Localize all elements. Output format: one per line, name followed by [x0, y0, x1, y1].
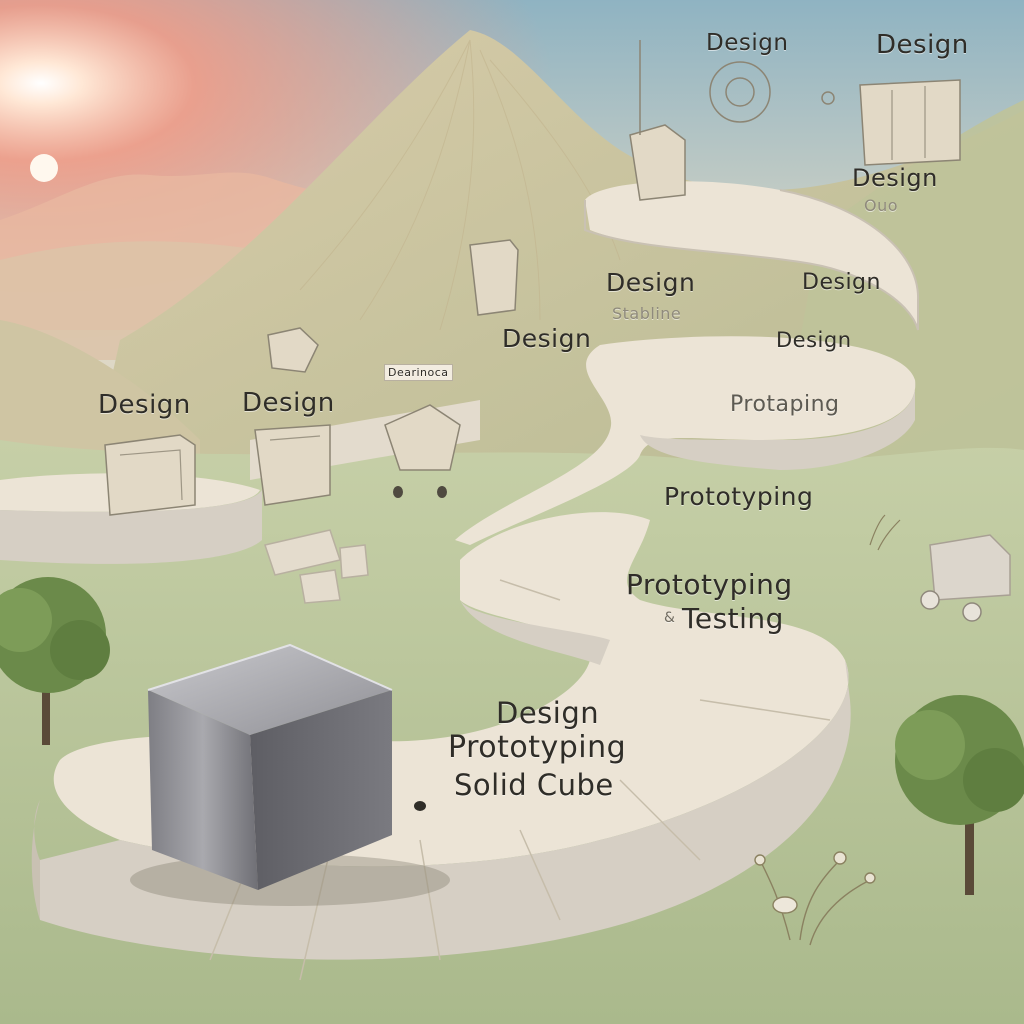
paper-cube-icon [104, 79, 961, 516]
label-prototyping-lower: Prototyping [626, 568, 793, 601]
plant-icon [754, 851, 876, 946]
label-final-prototyping: Prototyping [448, 730, 627, 765]
label-protaping: Protaping [730, 392, 840, 417]
label-testing-prefix: & [664, 610, 676, 626]
label-design-path-upper: Design [606, 268, 696, 297]
label-design-top-right: Design [876, 30, 969, 60]
path-upper [584, 181, 920, 331]
label-testing: Testing [682, 602, 784, 635]
label-design-path-right-lower: Design [776, 328, 852, 352]
label-final-design: Design [496, 696, 600, 730]
robot-cart-icon [920, 534, 1011, 622]
label-faint-caption-right: Ouo [864, 196, 899, 215]
solid-cube [147, 643, 393, 890]
label-design-left-near: Design [242, 388, 335, 418]
tree-icon [0, 577, 110, 745]
gear-sketch-icon [709, 61, 835, 123]
blocks [264, 529, 369, 604]
tree-icon [895, 695, 1024, 895]
label-design-top-center: Design [706, 30, 789, 56]
label-faint-caption-path: Stabline [612, 304, 682, 323]
sun-icon [30, 154, 58, 182]
label-design-left-far: Design [98, 390, 191, 420]
label-prototyping-mid: Prototyping [664, 482, 814, 511]
label-design-center-mid: Design [502, 324, 592, 353]
path-middle [455, 336, 916, 545]
label-design-path-right: Design [802, 270, 881, 295]
label-final-solid-cube: Solid Cube [454, 768, 614, 802]
label-small-caption-center: Dearinoca [384, 364, 453, 381]
label-design-right-mid: Design [852, 164, 938, 192]
